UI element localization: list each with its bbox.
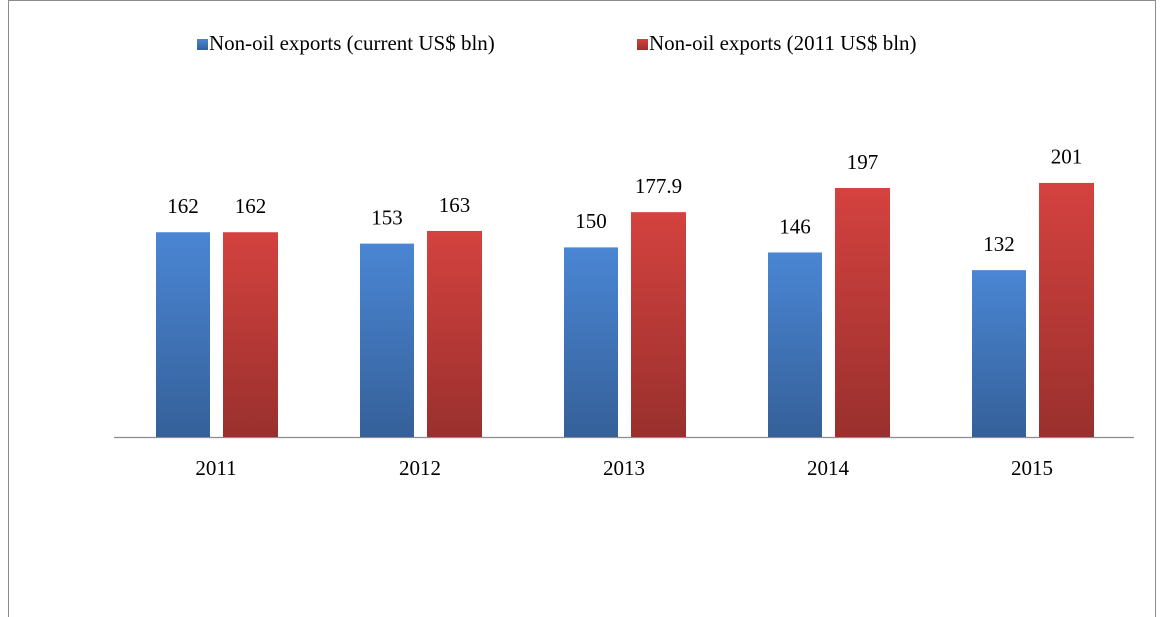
bar bbox=[564, 247, 618, 437]
bar bbox=[223, 232, 278, 437]
legend-swatch bbox=[197, 39, 208, 50]
legend-label: Non-oil exports (2011 US$ bln) bbox=[649, 31, 917, 55]
value-label: 197 bbox=[847, 150, 879, 174]
x-tick-label: 2013 bbox=[603, 456, 645, 480]
bar bbox=[1039, 182, 1094, 437]
x-tick-label: 2012 bbox=[399, 456, 441, 480]
value-label: 162 bbox=[167, 194, 199, 218]
value-label: 177.9 bbox=[635, 174, 682, 198]
x-tick-label: 2011 bbox=[195, 456, 236, 480]
bar bbox=[360, 243, 414, 437]
bar bbox=[972, 270, 1026, 437]
value-label: 201 bbox=[1051, 145, 1083, 169]
value-label: 153 bbox=[371, 205, 403, 229]
bar bbox=[156, 232, 210, 437]
value-label: 162 bbox=[235, 194, 267, 218]
legend-label: Non-oil exports (current US$ bln) bbox=[209, 31, 495, 55]
x-tick-label: 2014 bbox=[807, 456, 850, 480]
value-label: 132 bbox=[983, 232, 1015, 256]
bar bbox=[427, 230, 482, 437]
bar bbox=[631, 212, 686, 437]
bar bbox=[768, 252, 822, 437]
value-label: 150 bbox=[575, 209, 607, 233]
chart-frame bbox=[8, 0, 1156, 617]
x-tick-label: 2015 bbox=[1011, 456, 1053, 480]
value-label: 146 bbox=[779, 214, 811, 238]
legend-swatch bbox=[637, 39, 648, 50]
bar bbox=[835, 187, 890, 437]
value-label: 163 bbox=[439, 193, 471, 217]
